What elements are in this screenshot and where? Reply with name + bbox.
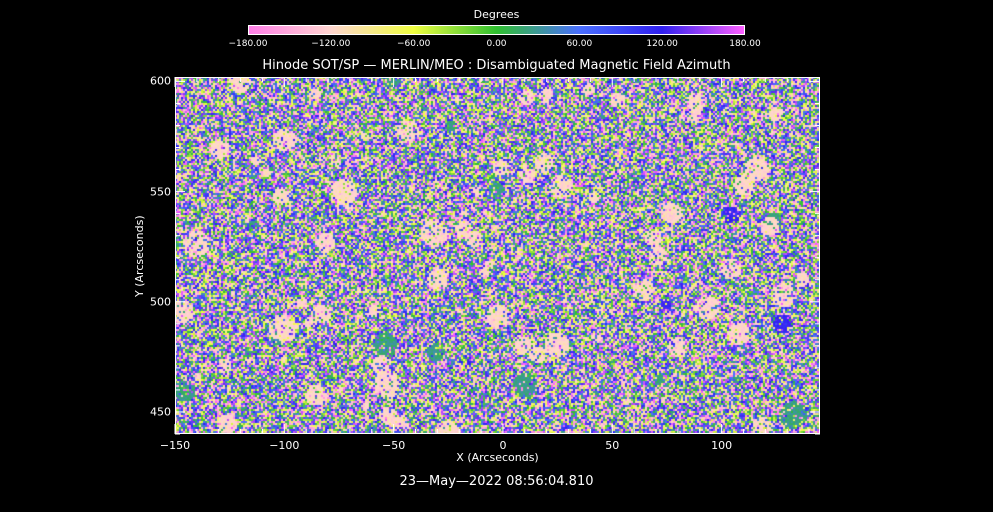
y-tick-label: 550 [150, 185, 171, 199]
y-tick-label: 600 [150, 74, 171, 88]
colorbar-tick-label: 0.00 [486, 39, 507, 49]
colorbar-tick-label: 120.00 [646, 39, 678, 49]
colorbar-tick-label: −120.00 [311, 39, 351, 49]
colorbar-frame [248, 25, 745, 35]
chart-title: Hinode SOT/SP — MERLIN/MEO : Disambiguat… [262, 58, 731, 73]
y-tick-label: 500 [150, 295, 171, 309]
x-tick-label: −50 [382, 439, 406, 452]
colorbar-title: Degrees [473, 8, 520, 21]
colorbar-gradient [248, 25, 745, 35]
colorbar-tick-label: 60.00 [566, 39, 593, 49]
colorbar-tick-label: 180.00 [729, 39, 761, 49]
x-tick-label: 0 [499, 439, 507, 452]
y-axis-label: Y (Arcseconds) [133, 214, 146, 297]
colorbar-tick-label: −180.00 [228, 39, 268, 49]
plot-frame [175, 77, 820, 434]
x-axis-label: X (Arcseconds) [456, 451, 539, 464]
colorbar-tick-label: −60.00 [397, 39, 431, 49]
y-tick-label: 450 [150, 405, 171, 419]
x-tick-label: −100 [269, 439, 300, 452]
azimuth-heatmap [175, 77, 820, 434]
x-tick-label: 50 [605, 439, 620, 452]
observation-timestamp: 23—May—2022 08:56:04.810 [399, 474, 594, 489]
x-tick-label: 100 [711, 439, 733, 452]
x-tick-label: −150 [159, 439, 191, 452]
